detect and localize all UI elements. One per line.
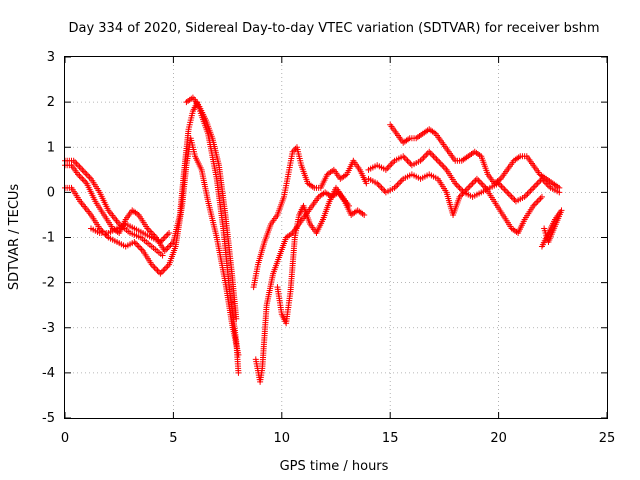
series-track-i [387,121,563,191]
x-tick-label: 25 [599,431,616,446]
data-point [538,193,545,200]
series-track-k [365,171,545,236]
chart-title: Day 334 of 2020, Sidereal Day-to-day VTE… [68,21,599,36]
x-tick-label: 15 [382,431,399,446]
data-point [346,202,353,209]
data-point [233,315,240,322]
series-track-c [62,157,166,259]
x-axis-label: GPS time / hours [280,459,389,474]
series-track-l [538,207,565,250]
data-point [363,180,370,187]
y-tick-label: 2 [47,95,55,110]
data-point [159,252,166,259]
x-tick-labels: 0 5 10 15 20 25 [61,431,615,446]
x-tick-label: 20 [490,431,507,446]
x-tick-label: 0 [61,431,69,446]
data-point [235,351,242,358]
data-point [166,229,173,236]
data-point [235,369,242,376]
y-tick-label: -2 [42,276,55,291]
y-tick-label: -1 [42,231,55,246]
y-tick-labels: -5 -4 -3 -2 -1 0 1 2 3 [42,50,55,426]
data-points [62,94,565,385]
y-tick-label: 3 [47,50,55,65]
x-tick-label: 10 [274,431,291,446]
series-track-b [62,135,242,358]
series-track-f [250,144,370,291]
data-point [541,225,548,232]
y-axis-label: SDTVAR / TECUs [7,184,22,291]
series-track-d [183,94,240,322]
data-point [556,189,563,196]
data-point [361,211,368,218]
plot-frame [64,56,608,419]
x-tick-label: 5 [169,431,177,446]
y-tick-label: 0 [47,185,55,200]
y-tick-label: -4 [42,366,55,381]
series-track-e [88,220,173,246]
y-tick-label: -5 [42,411,55,426]
y-tick-label: 1 [47,140,55,155]
series-track-h [274,184,353,327]
y-tick-label: -3 [42,321,55,336]
grid-lines [65,57,607,418]
